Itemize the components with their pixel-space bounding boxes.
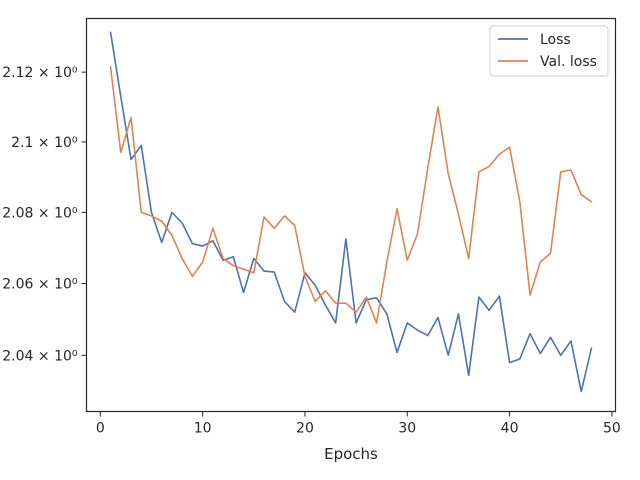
plot-lines: [109, 31, 593, 393]
y-tick-label: 2.12 × 10⁰: [2, 65, 78, 81]
series-line-val-loss: [109, 66, 593, 324]
y-axis: 2.04 × 10⁰ 2.06 × 10⁰ 2.08 × 10⁰ 2.1 × 10⁰ 2…: [2, 65, 87, 364]
y-tick-label: 2.06 × 10⁰: [2, 277, 78, 293]
legend-label-loss: Loss: [540, 32, 571, 48]
y-tick-label: 2.08 × 10⁰: [2, 205, 78, 221]
legend-label-val-loss: Val. loss: [540, 54, 597, 70]
x-tick-label: 10: [194, 421, 212, 437]
x-tick-label: 50: [603, 421, 621, 437]
series-line-loss: [109, 31, 593, 393]
x-tick-label: 0: [96, 421, 105, 437]
x-tick-label: 40: [501, 421, 519, 437]
x-axis-label: Epochs: [324, 445, 378, 463]
plot-area-frame: [85, 17, 617, 413]
y-tick-label: 2.1 × 10⁰: [11, 135, 78, 151]
y-tick-label: 2.04 × 10⁰: [2, 348, 78, 364]
x-tick-label: 30: [398, 421, 416, 437]
x-tick-label: 20: [296, 421, 314, 437]
x-axis: 0 10 20 30 40 50: [96, 411, 621, 437]
legend: Loss Val. loss: [489, 25, 609, 77]
